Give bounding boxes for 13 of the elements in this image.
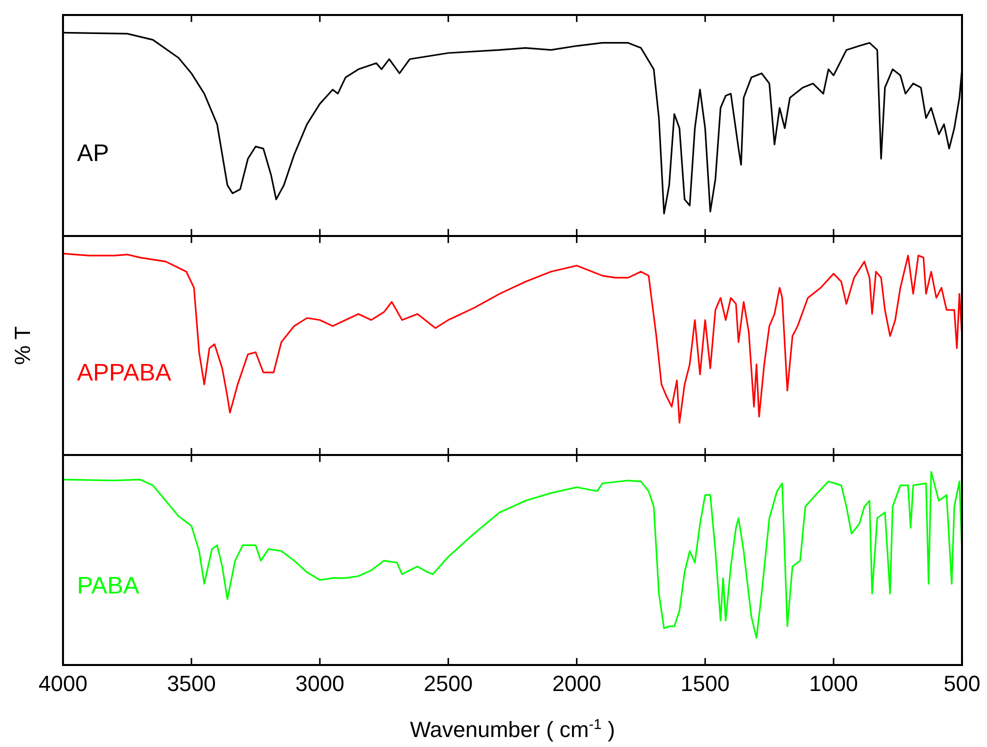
series-label: APPABA <box>77 360 172 387</box>
y-axis-title: % T <box>10 326 35 365</box>
x-tick-label: 1500 <box>680 671 730 696</box>
x-tick-label: 500 <box>944 671 980 696</box>
text: AP <box>77 140 110 167</box>
text: PABA <box>77 572 140 600</box>
x-tick-label: 3000 <box>295 671 344 696</box>
x-tick-label: 1000 <box>809 671 858 696</box>
x-tick-label: 4000 <box>38 671 88 696</box>
x-tick-label: 3500 <box>166 671 216 696</box>
x-tick-label: 2500 <box>424 671 473 696</box>
x-tick-label: 2000 <box>552 671 602 696</box>
x-axis-title: Wavenumber ( cm$^{-1}$ ) <box>410 717 616 742</box>
